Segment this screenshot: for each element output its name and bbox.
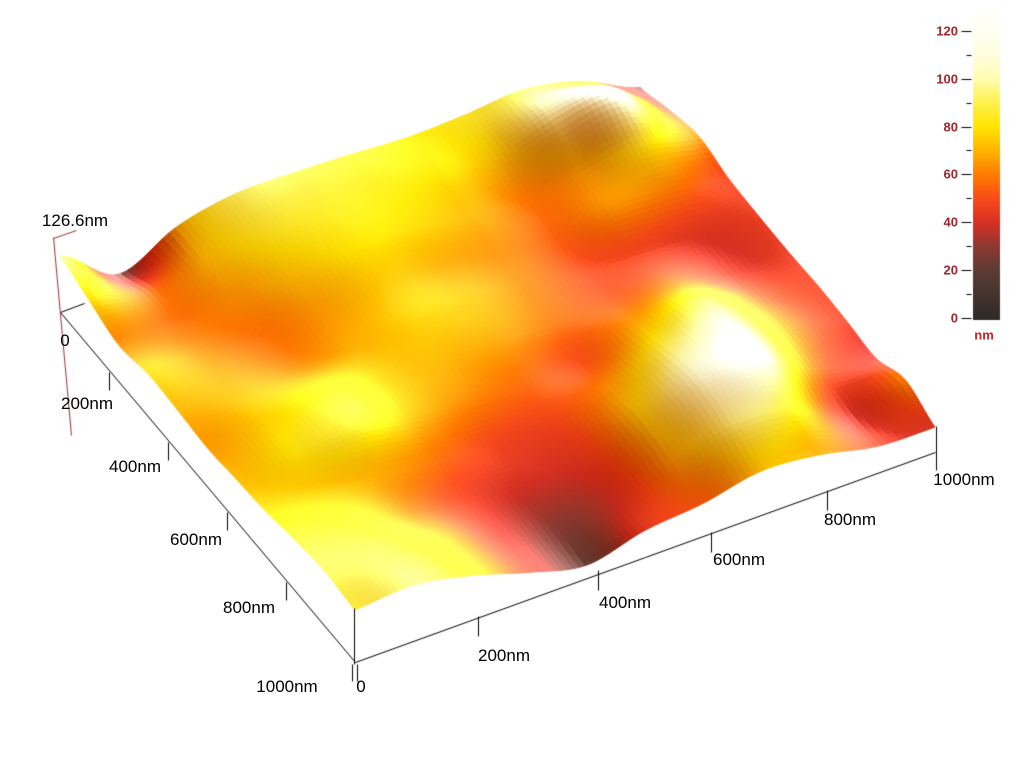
colorbar-unit-label: nm [974, 327, 994, 343]
y-axis-tick-label-5: 1000nm [256, 677, 318, 696]
x-axis-tick-label-3: 600nm [713, 550, 765, 569]
colorbar-tick-label-2: 80 [943, 119, 958, 135]
colorbar-tick-label-5: 20 [943, 262, 958, 278]
colorbar-tick-label-1: 100 [936, 71, 958, 87]
y-axis-tick-label-0: 0 [60, 331, 70, 350]
x-axis-tick-label-0: 0 [356, 677, 366, 696]
y-axis-tick-label-2: 400nm [109, 457, 161, 476]
colorbar-tick-label-4: 40 [943, 214, 958, 230]
x-axis-tick-label-5: 1000nm [933, 470, 995, 489]
colorbar-tick-label-0: 120 [936, 23, 958, 39]
colorbar-tick-label-3: 60 [943, 166, 958, 182]
x-axis-tick-label-2: 400nm [599, 593, 651, 612]
colorbar-tick-label-6: 0 [950, 310, 958, 326]
y-axis-tick-label-1: 200nm [61, 394, 113, 413]
x-axis-tick-label-1: 200nm [478, 646, 530, 665]
y-axis-tick-label-4: 800nm [223, 598, 275, 617]
z-axis-max-label: 126.6nm [41, 211, 109, 230]
y-axis-tick-label-3: 600nm [170, 530, 222, 549]
x-axis-tick-label-4: 800nm [824, 510, 876, 529]
